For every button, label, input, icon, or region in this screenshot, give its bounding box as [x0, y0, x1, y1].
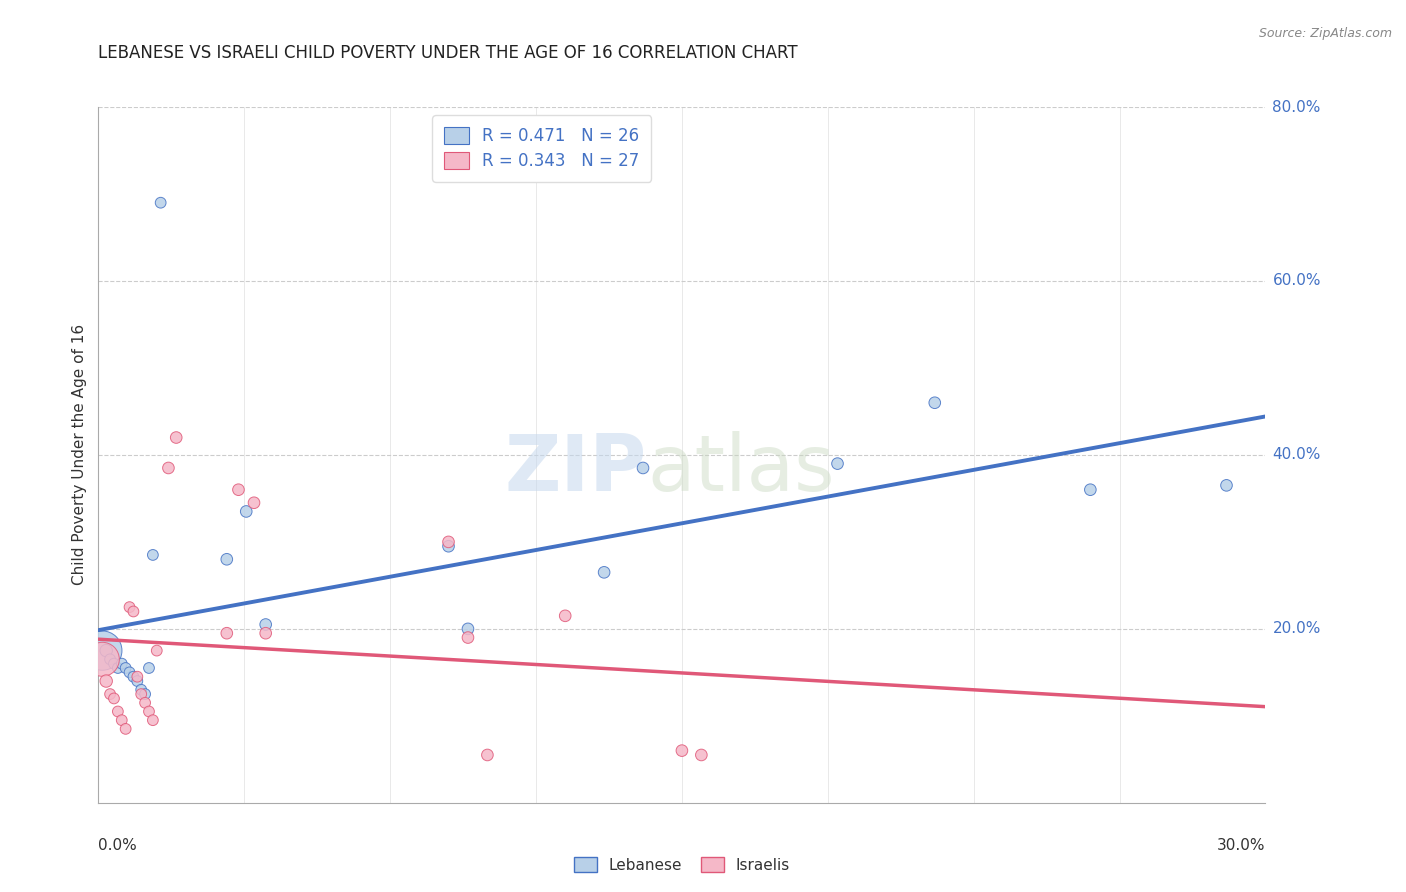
Text: 30.0%: 30.0%	[1218, 838, 1265, 853]
Point	[554, 608, 576, 623]
Point	[127, 670, 149, 684]
Point	[98, 652, 121, 666]
Point	[122, 605, 145, 619]
Point	[129, 682, 152, 697]
Text: atlas: atlas	[647, 431, 834, 507]
Point	[142, 713, 165, 727]
Point	[142, 548, 165, 562]
Point	[1215, 478, 1237, 492]
Text: 20.0%: 20.0%	[1272, 622, 1320, 636]
Point	[91, 652, 114, 666]
Text: 80.0%: 80.0%	[1272, 100, 1320, 114]
Point	[114, 661, 136, 675]
Point	[127, 674, 149, 689]
Legend: Lebanese, Israelis: Lebanese, Israelis	[568, 850, 796, 879]
Point	[107, 661, 129, 675]
Point	[235, 504, 257, 518]
Text: 40.0%: 40.0%	[1272, 448, 1320, 462]
Point	[138, 705, 160, 719]
Point	[827, 457, 849, 471]
Y-axis label: Child Poverty Under the Age of 16: Child Poverty Under the Age of 16	[72, 325, 87, 585]
Text: ZIP: ZIP	[505, 431, 647, 507]
Text: LEBANESE VS ISRAELI CHILD POVERTY UNDER THE AGE OF 16 CORRELATION CHART: LEBANESE VS ISRAELI CHILD POVERTY UNDER …	[98, 45, 799, 62]
Point	[134, 687, 156, 701]
Point	[690, 747, 713, 762]
Point	[146, 643, 169, 657]
Point	[111, 713, 134, 727]
Point	[457, 631, 479, 645]
Point	[254, 626, 277, 640]
Point	[118, 665, 141, 680]
Point	[138, 661, 160, 675]
Point	[671, 744, 693, 758]
Point	[122, 670, 145, 684]
Point	[114, 722, 136, 736]
Point	[254, 617, 277, 632]
Point	[98, 687, 121, 701]
Point	[215, 552, 238, 566]
Point	[149, 195, 172, 210]
Text: 60.0%: 60.0%	[1272, 274, 1320, 288]
Point	[118, 600, 141, 615]
Point	[593, 566, 616, 580]
Point	[437, 534, 460, 549]
Point	[215, 626, 238, 640]
Point	[96, 643, 118, 657]
Point	[107, 705, 129, 719]
Point	[631, 461, 654, 475]
Point	[129, 687, 152, 701]
Point	[243, 496, 266, 510]
Point	[228, 483, 250, 497]
Point	[134, 696, 156, 710]
Point	[91, 643, 114, 657]
Point	[96, 674, 118, 689]
Point	[165, 431, 187, 445]
Point	[103, 657, 125, 671]
Point	[111, 657, 134, 671]
Text: Source: ZipAtlas.com: Source: ZipAtlas.com	[1258, 27, 1392, 40]
Point	[1080, 483, 1102, 497]
Point	[477, 747, 499, 762]
Point	[437, 539, 460, 553]
Point	[103, 691, 125, 706]
Text: 0.0%: 0.0%	[98, 838, 138, 853]
Point	[157, 461, 180, 475]
Point	[924, 396, 946, 410]
Point	[457, 622, 479, 636]
